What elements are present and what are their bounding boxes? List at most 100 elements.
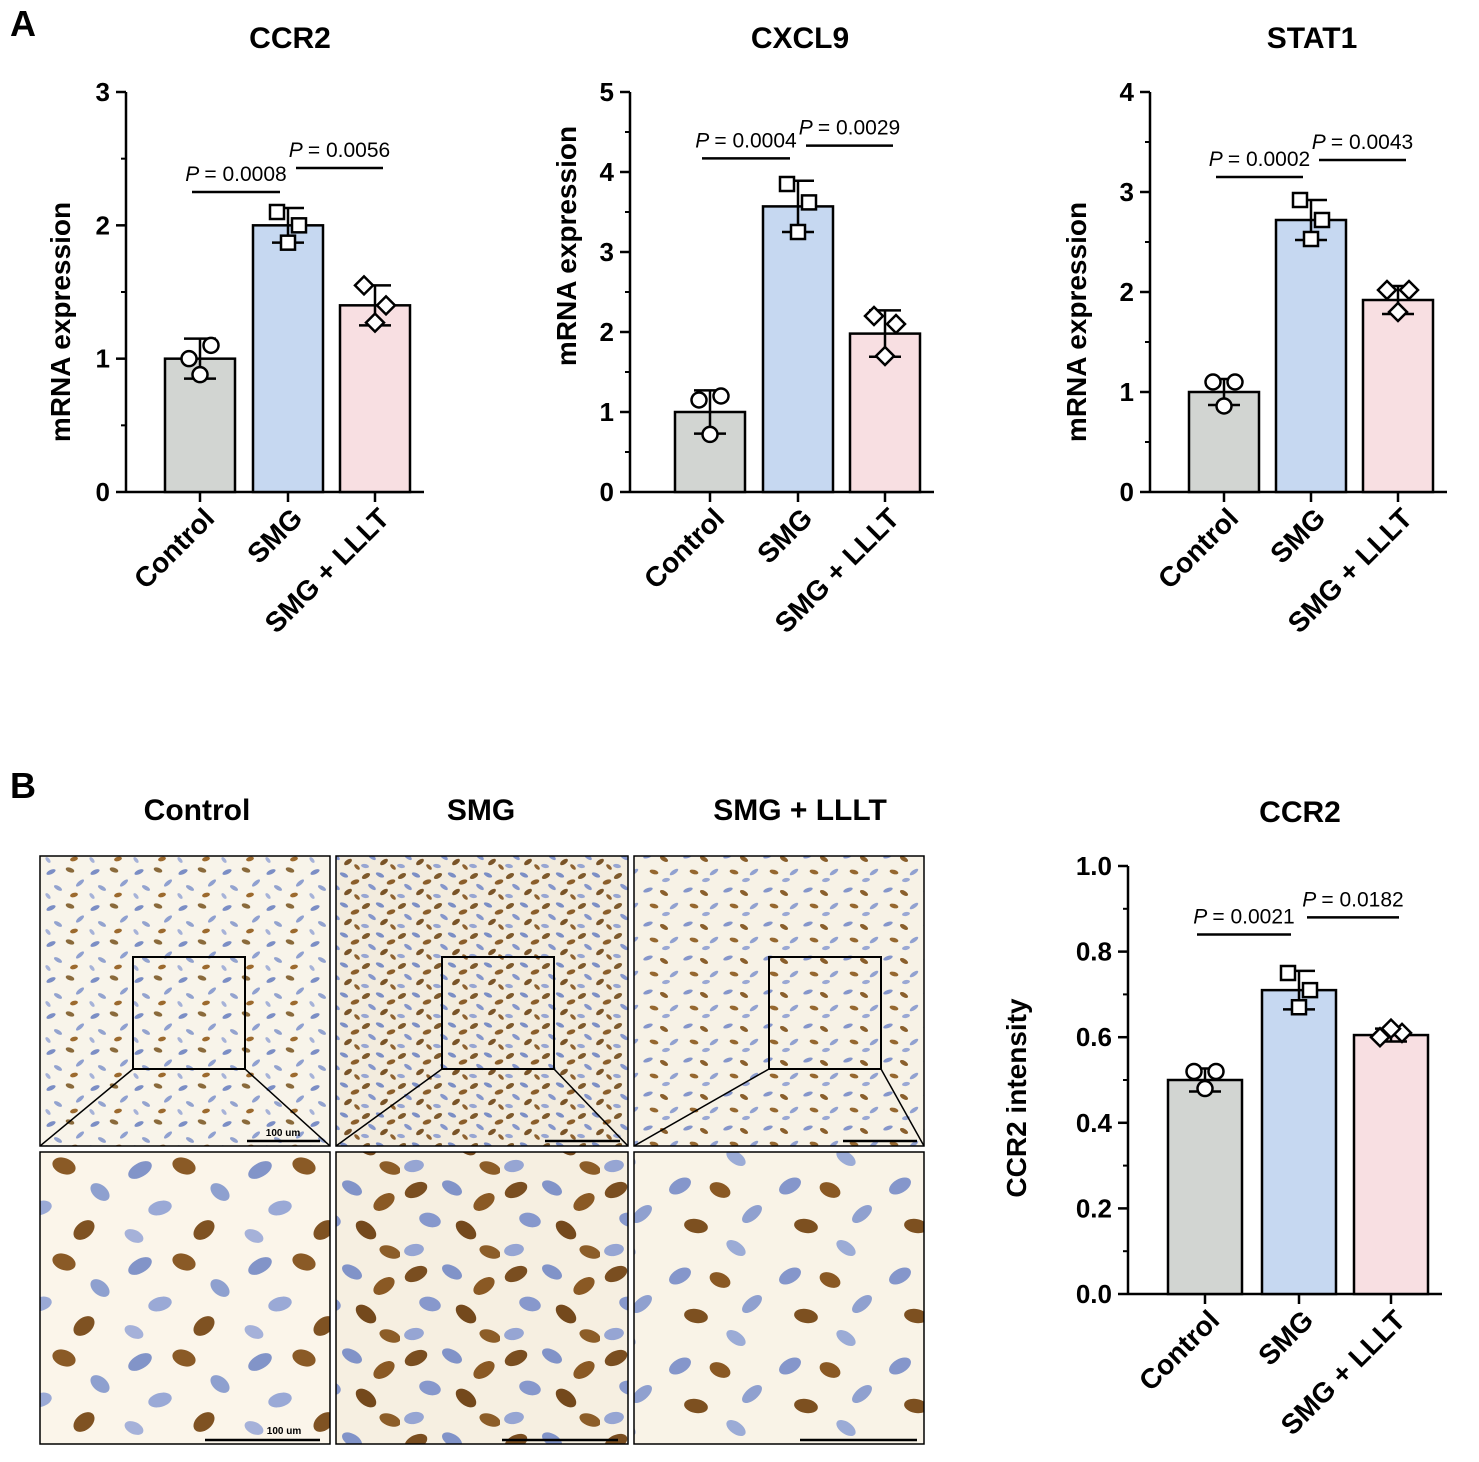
data-point-diamond [1387,301,1409,323]
bar-smg [1260,988,1338,1296]
x-category-label: SMG [1264,502,1331,569]
p-value-label: P = 0.0021 [1193,905,1294,928]
micrograph-smg-lllt-overview [633,855,925,1147]
x-category-label: Control [1133,1304,1225,1396]
y-axis-label: mRNA expression [45,202,76,442]
y-tick-label: 0.0 [1076,1279,1112,1309]
micrograph-control-zoom: 100 um [39,1151,331,1445]
y-axis-label: mRNA expression [1061,202,1092,442]
bar-smg-lllt [338,304,412,494]
data-point-square [1301,981,1319,999]
chart-title: CCR2 [1259,796,1341,829]
inset-box [132,956,246,1070]
data-point-square [279,234,297,251]
p-value-label: P = 0.0056 [289,139,390,162]
y-tick-label: 5 [600,77,614,107]
data-point-circle [1204,373,1222,391]
data-point-circle [701,425,719,444]
micrograph-title-smg-lllt: SMG + LLLT [713,794,887,827]
data-point-diamond [874,345,896,367]
inset-box [441,956,555,1070]
data-point-diamond [364,311,386,334]
y-tick-label: 1.0 [1076,851,1112,881]
data-point-circle [180,349,198,368]
bar-control [1166,1078,1244,1296]
y-tick-label: 3 [96,77,110,107]
y-tick-label: 0.6 [1076,1022,1112,1052]
data-point-square [1302,230,1320,248]
data-point-diamond [375,294,397,317]
data-point-circle [1207,1062,1225,1081]
data-point-square [1313,211,1331,229]
data-point-square [268,203,286,221]
y-tick-label: 0 [600,477,614,507]
data-point-square [290,217,308,234]
scale-bar-label: 100 um [267,1426,302,1437]
data-point-square [1279,964,1297,982]
data-point-diamond [885,313,907,335]
p-value-label: P = 0.0008 [185,163,286,186]
y-tick-label: 0.4 [1076,1108,1113,1138]
inset-box [768,956,882,1070]
data-point-diamond [1376,279,1398,301]
chart-title: CXCL9 [751,22,849,55]
micrograph-smg-zoom [335,1151,629,1445]
bar-smg [761,205,835,494]
p-value-label: P = 0.0043 [1312,131,1413,154]
y-axis-label: CCR2 intensity [1001,998,1032,1198]
p-value-label: P = 0.0002 [1209,148,1310,171]
scale-bar-label: 100 um [266,1128,301,1139]
y-tick-label: 1 [96,344,110,374]
panel-b-label: B [10,765,36,806]
x-category-label: Control [638,502,730,594]
micrograph-title-smg: SMG [447,794,515,827]
bar-smg [1274,218,1348,494]
y-tick-label: 0 [1120,477,1134,507]
y-tick-label: 3 [1120,177,1134,207]
micrograph-title-control: Control [144,794,251,827]
data-point-circle [1185,1062,1203,1081]
x-category-label: Control [128,502,220,594]
data-point-circle [1215,397,1233,415]
micrograph-smg-overview [335,855,629,1147]
data-point-circle [202,336,220,355]
y-tick-label: 0.2 [1076,1193,1112,1223]
y-tick-label: 3 [600,237,614,267]
data-point-circle [1226,373,1244,391]
chart-title: STAT1 [1267,22,1358,55]
p-value-label: P = 0.0029 [799,117,900,140]
p-value-label: P = 0.0182 [1302,888,1403,911]
data-point-square [800,194,818,211]
x-category-label: SMG [751,502,818,569]
data-point-diamond [1380,1017,1402,1040]
data-point-square [1291,191,1309,209]
y-tick-label: 2 [600,317,614,347]
x-category-label: Control [1152,502,1244,594]
x-category-label: SMG [241,502,308,569]
data-point-circle [1196,1079,1214,1098]
y-tick-label: 4 [1120,77,1135,107]
data-point-square [1290,998,1308,1016]
data-point-square [789,223,807,241]
y-tick-label: 1 [600,397,614,427]
panel-a-label: A [10,3,36,44]
data-point-circle [690,391,708,409]
p-value-label: P = 0.0004 [695,129,797,152]
micrograph-smg-lllt-zoom [633,1151,925,1445]
y-tick-label: 2 [1120,277,1134,307]
data-point-circle [712,387,730,405]
y-tick-label: 0.8 [1076,937,1112,967]
y-axis-label: mRNA expression [551,126,582,366]
data-point-diamond [353,274,375,297]
data-point-diamond [1398,279,1420,301]
y-tick-label: 0 [96,477,110,507]
bar-smg-lllt [1352,1033,1430,1296]
bar-smg [251,224,325,494]
data-point-circle [191,365,209,384]
y-tick-label: 4 [600,157,615,187]
y-tick-label: 2 [96,210,110,240]
